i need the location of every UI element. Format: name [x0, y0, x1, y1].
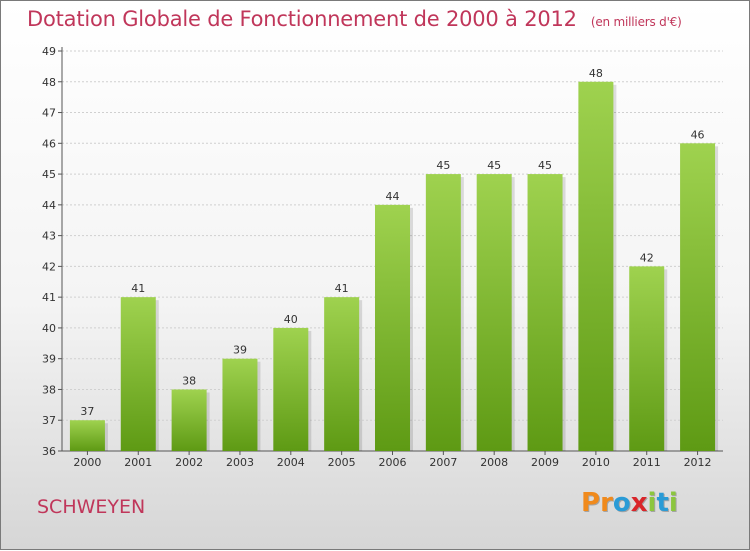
y-tick-label: 49: [42, 45, 56, 58]
bars: [69, 81, 719, 452]
data-label: 39: [233, 344, 247, 357]
y-tick-label: 47: [42, 107, 56, 120]
bar: [69, 420, 105, 451]
y-tick-label: 39: [42, 353, 56, 366]
bar: [273, 327, 309, 451]
y-tick-label: 42: [42, 260, 56, 273]
y-tick-label: 41: [42, 291, 56, 304]
data-label: 45: [436, 159, 450, 172]
chart-title: Dotation Globale de Fonctionnement de 20…: [27, 7, 682, 31]
x-tick-label: 2001: [124, 456, 152, 469]
logo-letter: x: [630, 488, 648, 518]
bar: [527, 174, 563, 452]
x-tick-label: 2003: [226, 456, 254, 469]
data-label: 45: [487, 159, 501, 172]
bar: [680, 143, 716, 452]
y-tick-label: 43: [42, 230, 56, 243]
logo-letter: o: [612, 488, 631, 518]
data-label: 37: [80, 405, 94, 418]
logo-letter: i: [647, 488, 657, 518]
bar: [425, 174, 461, 452]
y-tick-label: 44: [42, 199, 56, 212]
logo-letter: r: [600, 488, 613, 518]
y-tick-label: 36: [42, 445, 56, 458]
y-tick-label: 46: [42, 137, 56, 150]
x-tick-label: 2010: [582, 456, 610, 469]
data-label: 41: [131, 282, 145, 295]
logo-letter: P: [581, 488, 601, 518]
x-tick-label: 2007: [429, 456, 457, 469]
data-label: 40: [284, 313, 298, 326]
y-tick-label: 38: [42, 383, 56, 396]
title-text: Dotation Globale de Fonctionnement de 20…: [27, 7, 577, 31]
data-label: 48: [589, 67, 603, 80]
bar: [476, 174, 512, 452]
proxiti-logo: Proxiti: [581, 488, 678, 518]
data-label: 38: [182, 374, 196, 387]
x-tick-label: 2009: [531, 456, 559, 469]
bar: [171, 389, 207, 451]
bar: [375, 204, 410, 451]
bar: [578, 81, 614, 452]
commune-name: SCHWEYEN: [37, 496, 146, 518]
x-tick-label: 2006: [379, 456, 407, 469]
x-tick-label: 2008: [480, 456, 508, 469]
y-tick-label: 40: [42, 322, 56, 335]
y-tick-label: 45: [42, 168, 56, 181]
bar: [324, 297, 360, 451]
x-tick-label: 2004: [277, 456, 305, 469]
data-label: 46: [691, 128, 705, 141]
logo-letter: i: [668, 488, 678, 518]
labels: 36 37 38 39 40 41 42 43 44 45 46 47 48 49 37 2000 41 2001…: [42, 45, 712, 469]
title-unit: (en milliers d'€): [590, 15, 682, 29]
data-label: 44: [386, 190, 400, 203]
x-tick-label: 2005: [328, 456, 356, 469]
y-tick-label: 48: [42, 76, 56, 89]
bar: [222, 358, 258, 451]
logo-letter: t: [656, 488, 669, 518]
data-label: 41: [335, 282, 349, 295]
bar: [120, 297, 156, 451]
x-tick-label: 2002: [175, 456, 203, 469]
y-tick-label: 37: [42, 414, 56, 427]
x-tick-label: 2011: [633, 456, 661, 469]
data-label: 42: [640, 251, 654, 264]
data-label: 45: [538, 159, 552, 172]
x-tick-label: 2012: [684, 456, 712, 469]
bar: [629, 266, 665, 451]
x-tick-label: 2000: [73, 456, 101, 469]
